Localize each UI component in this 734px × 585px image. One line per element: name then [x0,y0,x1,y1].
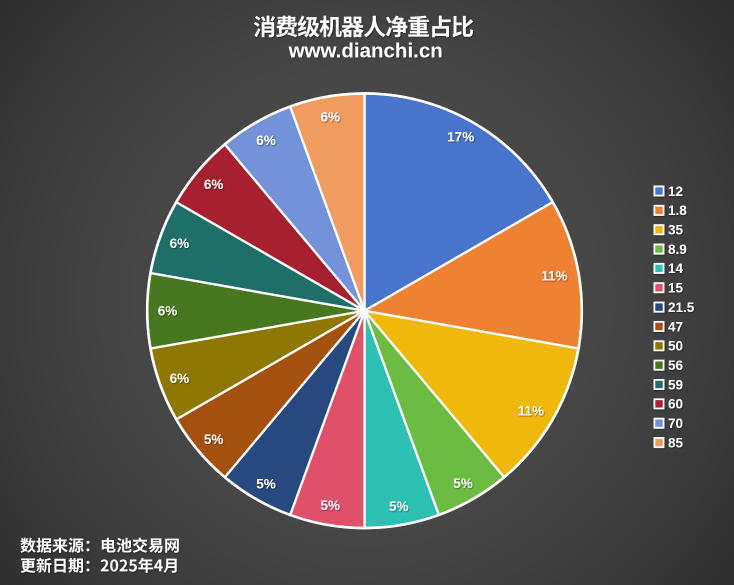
svg-text:12: 12 [668,184,683,199]
svg-text:1.8: 1.8 [668,203,687,218]
svg-text:60: 60 [668,397,683,412]
svg-text:5%: 5% [389,499,409,514]
svg-text:6%: 6% [158,304,178,319]
svg-text:59: 59 [668,377,683,392]
svg-text:8.9: 8.9 [668,242,687,257]
svg-text:11%: 11% [541,269,567,284]
svg-text:35: 35 [668,223,684,238]
svg-text:6%: 6% [170,371,190,386]
svg-text:5%: 5% [256,477,276,492]
svg-text:85: 85 [668,435,684,450]
svg-text:5%: 5% [321,498,341,513]
svg-text:17%: 17% [447,130,474,145]
svg-text:15: 15 [668,281,684,296]
svg-text:6%: 6% [170,236,190,251]
svg-text:14: 14 [668,261,684,276]
svg-text:11%: 11% [518,403,544,418]
svg-text:21.5: 21.5 [668,300,695,315]
svg-text:6%: 6% [256,133,276,148]
svg-text:70: 70 [668,416,683,431]
svg-text:56: 56 [668,358,684,373]
svg-text:50: 50 [668,339,683,354]
svg-text:www.dianchi.cn: www.dianchi.cn [288,40,443,63]
svg-text:5%: 5% [453,476,473,491]
svg-text:47: 47 [668,319,683,334]
svg-text:5%: 5% [204,432,224,447]
svg-text:6%: 6% [321,110,341,125]
svg-text:6%: 6% [204,177,224,192]
